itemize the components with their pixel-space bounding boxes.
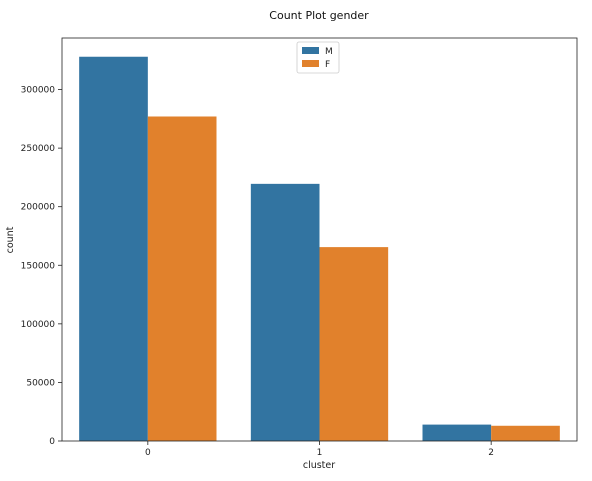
bar-F-cluster-1 <box>319 247 389 441</box>
y-tick-label: 150000 <box>21 261 56 271</box>
x-axis-label: cluster <box>303 460 335 471</box>
x-tick-label: 0 <box>145 448 151 458</box>
x-axis: 0 1 2 <box>145 441 494 458</box>
y-tick-label: 50000 <box>26 378 55 388</box>
x-tick-label: 1 <box>317 448 323 458</box>
x-tick-label: 2 <box>488 448 494 458</box>
y-axis: 0 50000 100000 150000 200000 250000 300000 <box>21 86 62 447</box>
y-tick-label: 250000 <box>21 144 56 154</box>
legend-label-F: F <box>325 60 330 70</box>
bar-M-cluster-2 <box>422 424 492 441</box>
bars-group <box>79 56 560 442</box>
bar-F-cluster-0 <box>147 116 217 442</box>
y-tick-label: 300000 <box>21 86 56 96</box>
y-tick-label: 100000 <box>21 320 56 330</box>
y-axis-label: count <box>5 226 16 253</box>
y-tick-label: 200000 <box>21 203 56 213</box>
bar-M-cluster-1 <box>250 183 320 441</box>
y-tick-label: 0 <box>49 437 55 447</box>
bar-F-cluster-2 <box>491 425 560 441</box>
legend: MF <box>296 41 340 74</box>
chart-title: Count Plot gender <box>269 9 369 22</box>
legend-swatch-F <box>302 60 319 67</box>
legend-swatch-M <box>302 47 319 54</box>
legend-label-M: M <box>325 47 333 57</box>
bar-M-cluster-0 <box>79 56 148 441</box>
